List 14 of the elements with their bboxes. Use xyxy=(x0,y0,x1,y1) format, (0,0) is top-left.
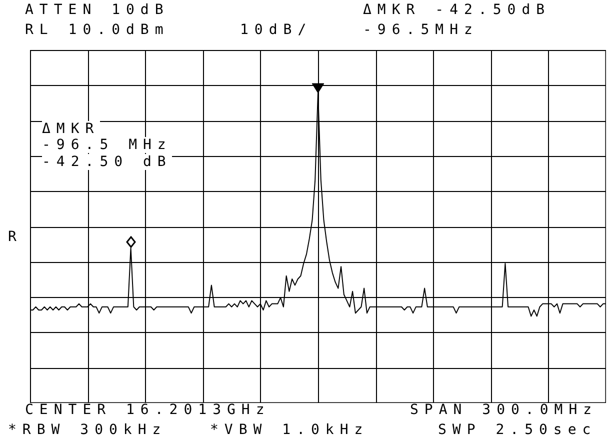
annotation: -42.50 dB xyxy=(42,154,172,170)
text: R xyxy=(8,229,22,245)
text: ΔMKR -42.50dB xyxy=(363,2,551,18)
text: SWP 2.50sec xyxy=(438,422,597,438)
text: ATTEN 10dB xyxy=(25,2,170,18)
text: *RBW 300kHz xyxy=(8,422,167,438)
text: *VBW 1.0kHz xyxy=(210,422,369,438)
annotation: -96.5 MHz xyxy=(42,137,172,153)
annotation: CENTER 16.2013GHz xyxy=(25,402,270,418)
annotation: SPAN 300.0MHz xyxy=(410,402,598,418)
annotation: ΔMKR xyxy=(42,121,100,137)
text: 10dB/ xyxy=(240,22,312,38)
text: -96.5MHz xyxy=(363,22,478,38)
text: RL 10.0dBm xyxy=(25,22,170,38)
